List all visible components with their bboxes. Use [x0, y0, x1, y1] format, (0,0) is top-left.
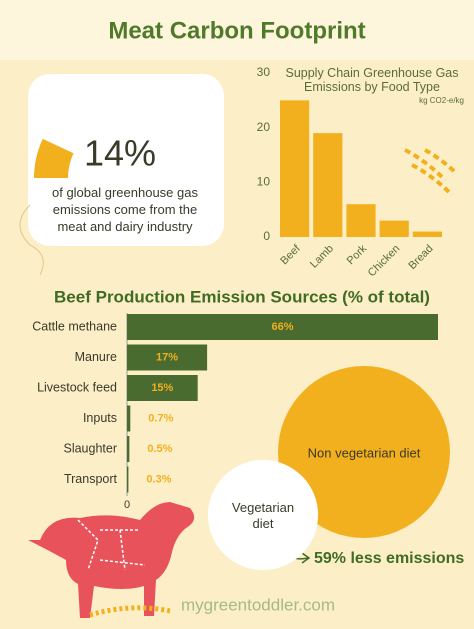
- annotation-arrowhead: [301, 552, 311, 564]
- y-tick-label: 30: [257, 65, 271, 79]
- value-label: 0.5%: [147, 443, 172, 455]
- y-tick-label: Transport: [64, 472, 118, 486]
- cow-cuts: [77, 519, 146, 571]
- x-tick-label: Lamb: [308, 243, 336, 271]
- cow-illustration: [28, 502, 195, 618]
- value-label: 66%: [271, 321, 293, 333]
- gauge-track: [34, 86, 218, 178]
- bar: [127, 436, 130, 462]
- y-tick-label: Livestock feed: [37, 380, 117, 394]
- y-tick-label: 0: [263, 229, 270, 243]
- y-tick-label: Manure: [75, 350, 117, 364]
- gauge-caption: of global greenhouse gas emissions come …: [51, 185, 198, 234]
- bar: [346, 204, 376, 237]
- bar: [412, 231, 442, 237]
- footer: mygreentoddler.com: [181, 595, 335, 614]
- bar-subtitle: kg CO2-e/kg: [419, 96, 464, 105]
- gauge-value-label: 14%: [84, 133, 156, 174]
- value-label: 0.7%: [148, 412, 173, 424]
- bar: [127, 344, 208, 371]
- decoration: [19, 204, 44, 276]
- y-tick-label: 20: [257, 120, 271, 134]
- bubble: [278, 366, 450, 538]
- x-tick-label: Bread: [406, 243, 435, 272]
- x-tick-label: Beef: [278, 242, 303, 267]
- value-label: 0.3%: [146, 473, 171, 485]
- chart-title: Beef Production Emission Sources (% of t…: [54, 287, 430, 306]
- bar: [280, 100, 310, 237]
- gauge-value: [34, 138, 74, 178]
- bar: [127, 314, 438, 340]
- bubble: [207, 459, 319, 571]
- bar: [127, 466, 129, 493]
- decoration: [89, 605, 171, 618]
- x-tick-label: Chicken: [366, 243, 403, 280]
- bar-title: Supply Chain Greenhouse Gas Emissions by…: [285, 66, 459, 94]
- bubble-label: Non vegetarian diet: [308, 445, 421, 460]
- x-tick-label: 0: [124, 499, 130, 511]
- y-tick-label: Cattle methane: [32, 319, 117, 333]
- decoration: [404, 148, 457, 197]
- bar: [127, 405, 131, 432]
- value-label: 17%: [156, 351, 178, 363]
- bubble-label: Vegetarian diet: [231, 500, 295, 531]
- y-tick-label: 10: [257, 175, 271, 189]
- annotation: 59% less emissions: [314, 550, 464, 567]
- page-title: Meat Carbon Footprint: [108, 17, 365, 44]
- bar: [313, 133, 343, 237]
- bar: [127, 375, 198, 401]
- y-tick-label: Slaughter: [63, 441, 117, 455]
- y-tick-label: Inputs: [83, 411, 117, 425]
- bar: [379, 220, 409, 237]
- header-band: [0, 0, 474, 60]
- x-tick-label: Pork: [345, 242, 370, 267]
- value-label: 15%: [151, 382, 173, 394]
